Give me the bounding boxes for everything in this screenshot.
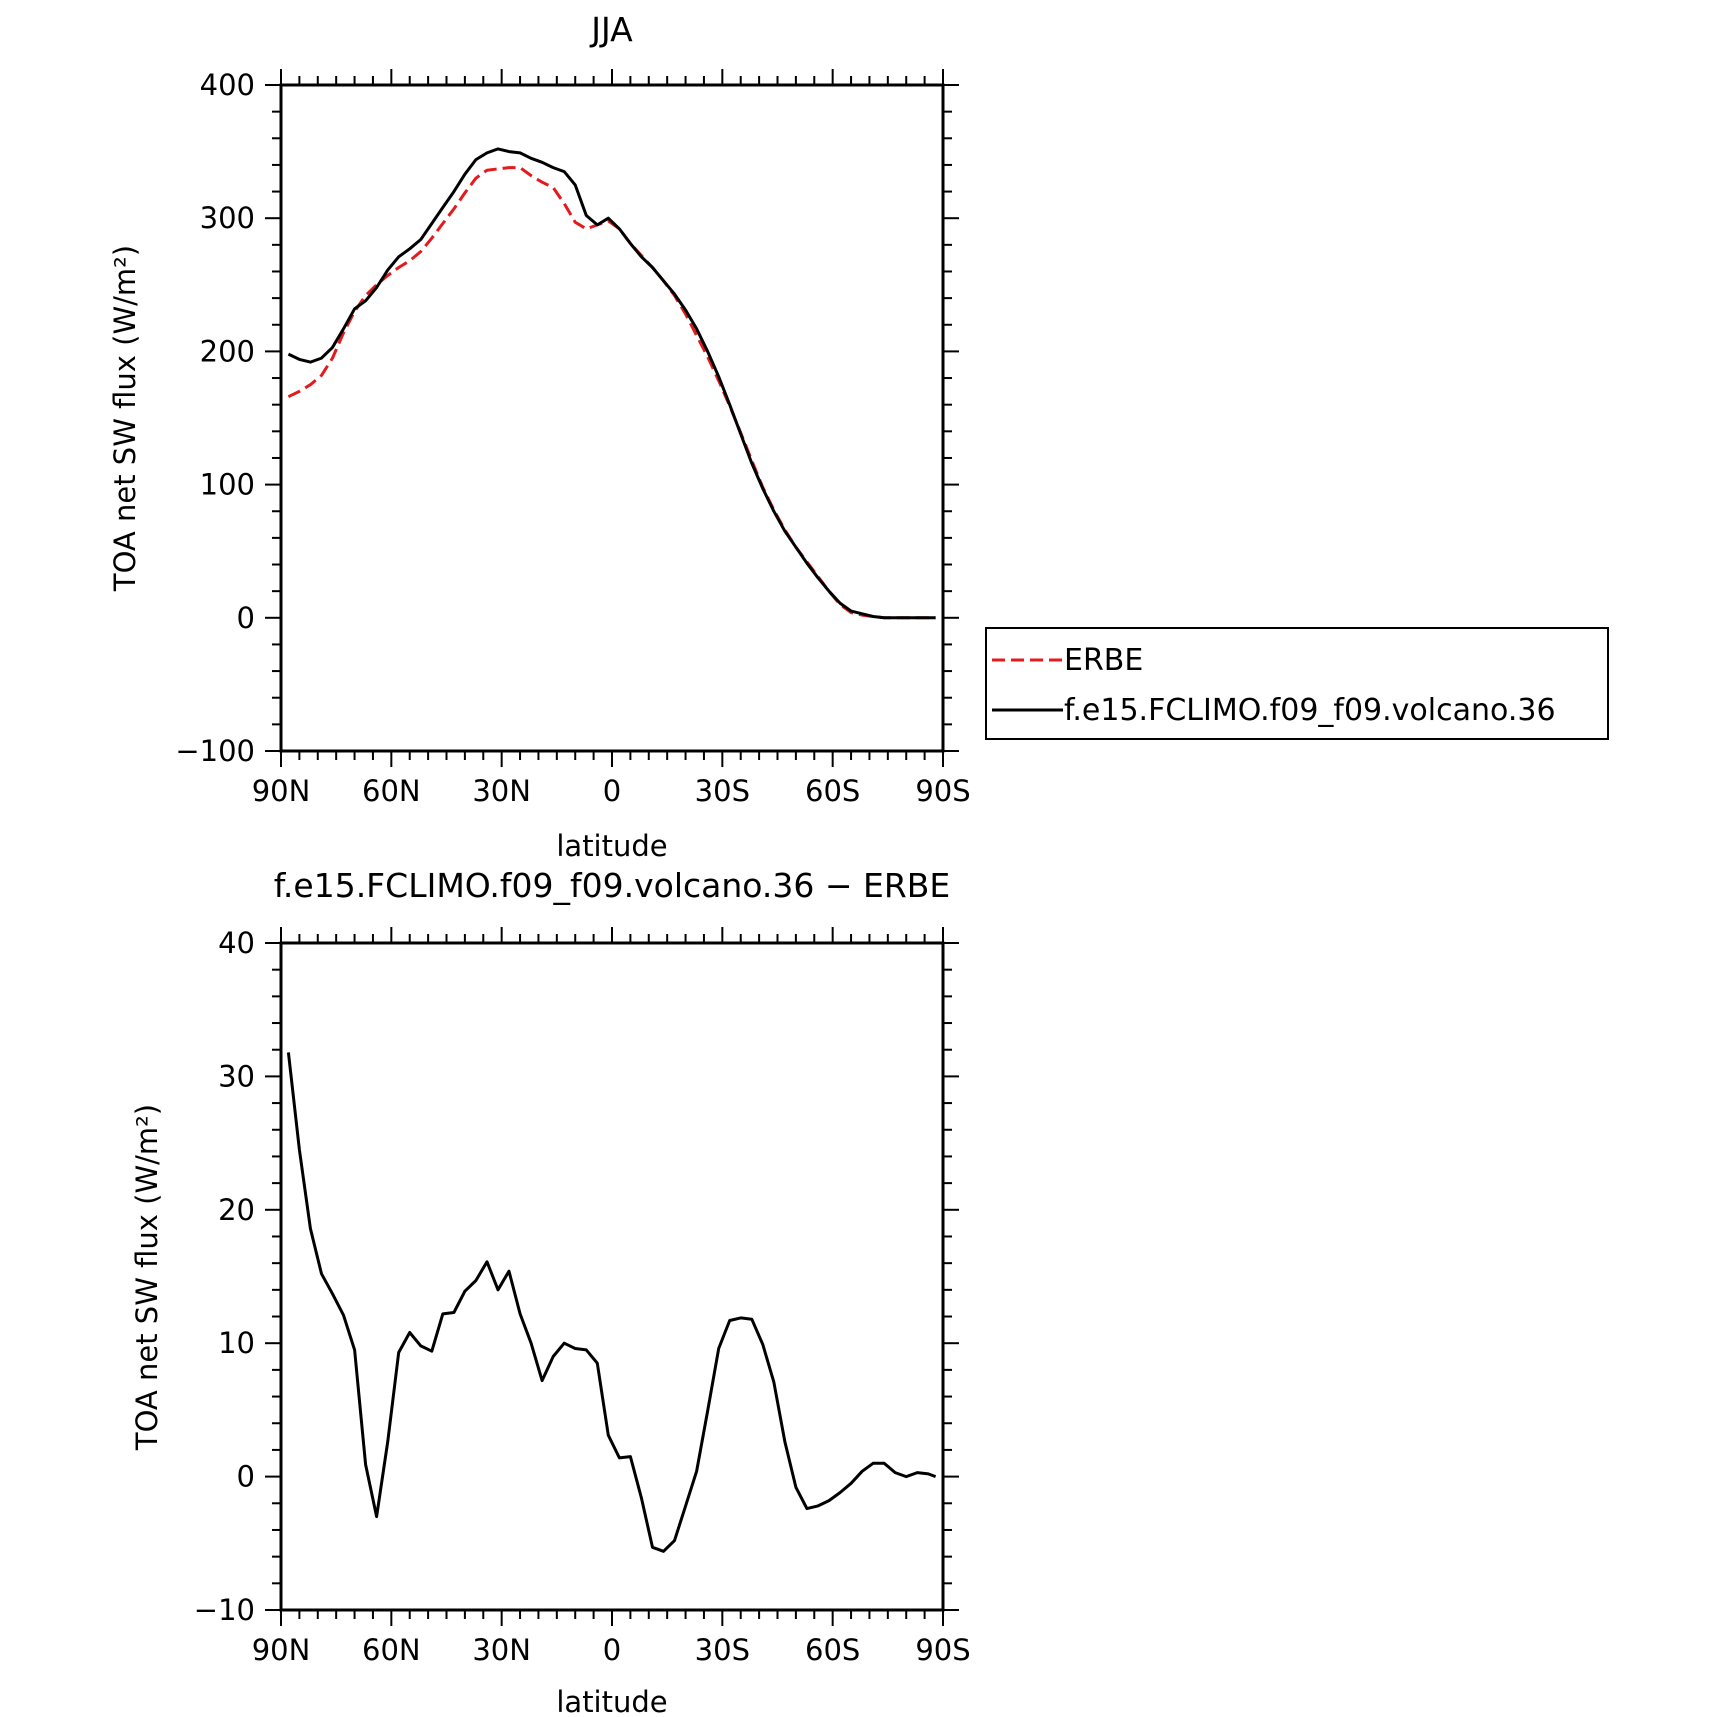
top-series-line-0 bbox=[287, 166, 936, 620]
y-tick-label: 200 bbox=[200, 334, 255, 368]
bottom-plot-frame bbox=[279, 941, 945, 1612]
y-tick-label: 10 bbox=[218, 1326, 255, 1360]
bottom-ticks bbox=[265, 927, 959, 1626]
top-series-group bbox=[287, 147, 936, 620]
bottom-y-axis-label: TOA net SW flux (W/m²) bbox=[130, 1104, 164, 1451]
y-tick-label: 400 bbox=[200, 68, 255, 102]
y-tick-label: 100 bbox=[200, 468, 255, 502]
y-tick-label: 300 bbox=[200, 201, 255, 235]
x-tick-label: 30N bbox=[472, 774, 531, 808]
y-tick-label: 40 bbox=[218, 926, 255, 960]
y-tick-label: −10 bbox=[194, 1593, 255, 1627]
x-tick-label: 30S bbox=[695, 1633, 750, 1667]
x-tick-label: 60N bbox=[362, 774, 421, 808]
y-tick-label: −100 bbox=[175, 734, 255, 768]
bottom-series-group bbox=[286, 1052, 937, 1553]
x-tick-label: 60S bbox=[805, 774, 860, 808]
legend-label-erbe: ERBE bbox=[1064, 643, 1143, 678]
legend-label-model: f.e15.FCLIMO.f09_f09.volcano.36 bbox=[1064, 693, 1556, 728]
legend: ERBE f.e15.FCLIMO.f09_f09.volcano.36 bbox=[985, 627, 1609, 740]
y-tick-label: 20 bbox=[218, 1193, 255, 1227]
y-tick-label: 30 bbox=[218, 1059, 255, 1093]
top-x-tick-labels: 90N 60N 30N 0 30S 60S 90S bbox=[252, 774, 971, 808]
x-tick-label: 90N bbox=[252, 1633, 311, 1667]
x-tick-label: 30S bbox=[695, 774, 750, 808]
top-x-axis-label: latitude bbox=[556, 829, 667, 863]
x-tick-label: 60S bbox=[805, 1633, 860, 1667]
top-y-axis-label: TOA net SW flux (W/m²) bbox=[108, 245, 142, 592]
legend-box bbox=[985, 627, 1609, 740]
bottom-x-axis-label: latitude bbox=[556, 1685, 667, 1717]
bottom-y-tick-labels: −10 0 10 20 30 40 bbox=[194, 926, 255, 1627]
top-series-line-1 bbox=[287, 147, 936, 620]
bottom-panel: f.e15.FCLIMO.f09_f09.volcano.36 − ERBE −… bbox=[130, 866, 971, 1717]
top-ticks bbox=[265, 69, 959, 767]
top-y-tick-labels: −100 0 100 200 300 400 bbox=[175, 68, 255, 768]
top-plot-frame bbox=[279, 83, 945, 753]
x-tick-label: 60N bbox=[362, 1633, 421, 1667]
x-tick-label: 30N bbox=[472, 1633, 531, 1667]
x-tick-label: 0 bbox=[603, 774, 621, 808]
x-tick-label: 90S bbox=[915, 1633, 970, 1667]
bottom-series-line-0 bbox=[286, 1052, 937, 1553]
bottom-x-tick-labels: 90N 60N 30N 0 30S 60S 90S bbox=[252, 1633, 971, 1667]
x-tick-label: 0 bbox=[603, 1633, 621, 1667]
bottom-title: f.e15.FCLIMO.f09_f09.volcano.36 − ERBE bbox=[274, 866, 951, 905]
y-tick-label: 0 bbox=[237, 1460, 255, 1494]
y-tick-label: 0 bbox=[237, 601, 255, 635]
top-title: JJA bbox=[589, 10, 633, 49]
x-tick-label: 90N bbox=[252, 774, 311, 808]
x-tick-label: 90S bbox=[915, 774, 970, 808]
